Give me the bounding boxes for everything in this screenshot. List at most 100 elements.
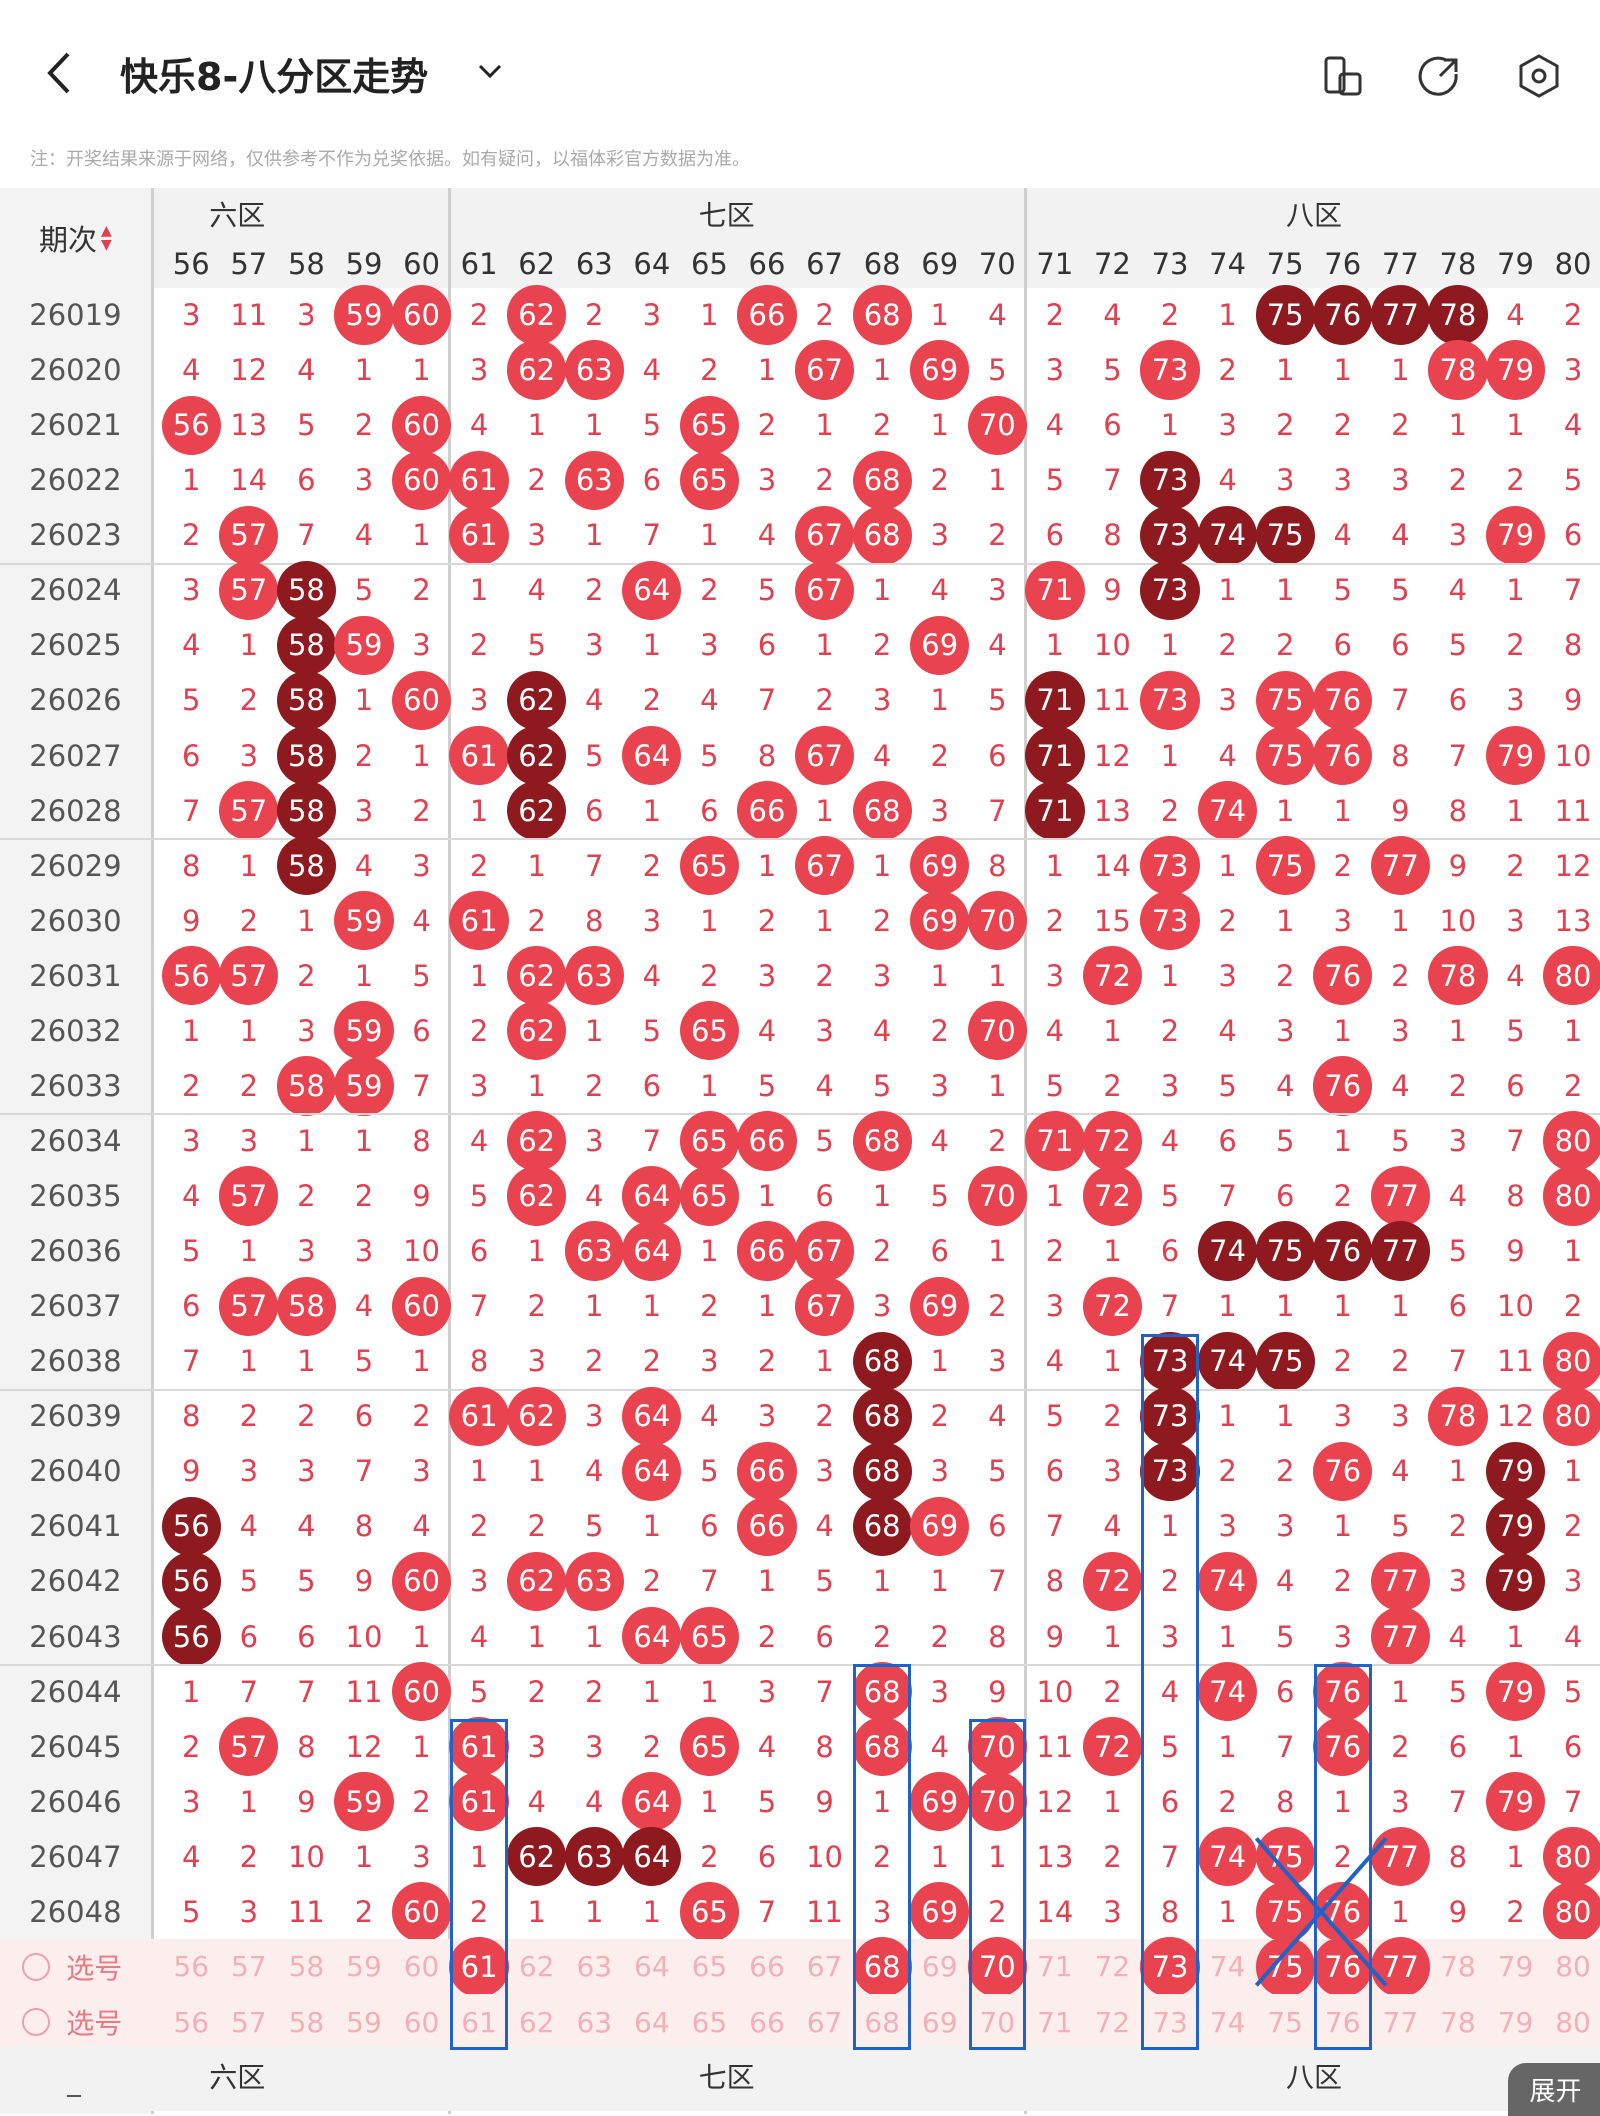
- issue-number: 26037: [29, 1289, 122, 1324]
- pick-number[interactable]: 63: [576, 1950, 613, 1984]
- pick-number[interactable]: 80: [1555, 1950, 1591, 1984]
- column-header-58: 58: [287, 246, 325, 281]
- page-title[interactable]: 快乐8-八分区走势: [120, 55, 429, 99]
- pick-number[interactable]: 80: [1555, 2005, 1591, 2039]
- pick-number[interactable]: 71: [1037, 1950, 1073, 1984]
- selected-number[interactable]: 68: [852, 1937, 912, 1997]
- pick-number[interactable]: 56: [173, 1950, 210, 1984]
- drawn-ball: 64: [622, 1386, 682, 1446]
- drawn-ball: 69: [910, 1882, 970, 1942]
- pick-number[interactable]: 57: [230, 1950, 267, 1984]
- drawn-ball: 65: [679, 1001, 740, 1061]
- omission-value: 6: [815, 1619, 834, 1654]
- pick-number[interactable]: 66: [749, 2005, 785, 2039]
- pick-number[interactable]: 62: [518, 2005, 555, 2039]
- omission-value: 2: [585, 1068, 604, 1103]
- pick-number[interactable]: 79: [1497, 2005, 1534, 2039]
- settings-icon[interactable]: [1515, 52, 1563, 100]
- pick-number[interactable]: 59: [346, 2005, 382, 2039]
- pick-number[interactable]: 57: [230, 2005, 267, 2039]
- drawn-ball: 61: [449, 1717, 509, 1777]
- omission-value: 4: [1103, 1509, 1122, 1544]
- selected-number[interactable]: 75: [1255, 1937, 1315, 1997]
- pick-number[interactable]: 67: [806, 2005, 843, 2039]
- drawn-ball: 76: [1313, 1441, 1373, 1501]
- omission-value: 1: [700, 1234, 719, 1269]
- selected-number[interactable]: 70: [967, 1937, 1027, 1997]
- share-icon[interactable]: [1416, 52, 1464, 100]
- drawn-ball: 76: [1313, 725, 1373, 786]
- screen-orientation-icon[interactable]: [1318, 52, 1366, 100]
- issue-header[interactable]: 期次 ▲ ▼: [0, 188, 151, 288]
- drawn-ball: 79: [1485, 1661, 1546, 1722]
- sort-icon[interactable]: ▲ ▼: [101, 223, 112, 254]
- omission-value: 13: [230, 408, 268, 443]
- pick-number[interactable]: 79: [1497, 1950, 1534, 1984]
- pick-number[interactable]: 61: [461, 2005, 497, 2039]
- pick-number[interactable]: 60: [403, 1950, 440, 1984]
- pick-number[interactable]: 72: [1094, 1950, 1131, 1984]
- omission-value: 1: [182, 1013, 201, 1048]
- repeat-ball: 58: [276, 836, 337, 896]
- drawn-ball: 73: [1140, 836, 1200, 896]
- omission-value: 3: [988, 573, 1007, 608]
- drawn-ball: 74: [1197, 1827, 1258, 1887]
- pick-number[interactable]: 75: [1267, 2005, 1303, 2039]
- pick-number[interactable]: 58: [288, 1950, 325, 1984]
- pick-number[interactable]: 77: [1382, 2005, 1419, 2039]
- pick-number[interactable]: 72: [1094, 2005, 1131, 2039]
- issue-header-label: 期次: [39, 223, 98, 258]
- selected-number[interactable]: 61: [449, 1937, 509, 1997]
- pick-number[interactable]: 71: [1037, 2005, 1073, 2039]
- expand-button[interactable]: 展开: [1508, 2062, 1600, 2116]
- omission-value: 2: [700, 1289, 719, 1324]
- pick-number[interactable]: 74: [1209, 1950, 1246, 1984]
- pick-number[interactable]: 56: [173, 2005, 210, 2039]
- pick-radio[interactable]: [21, 1952, 50, 1981]
- pick-number[interactable]: 69: [921, 2005, 958, 2039]
- drawn-ball: 60: [391, 450, 452, 510]
- pick-radio[interactable]: [21, 2008, 50, 2036]
- omission-value: 7: [182, 1344, 201, 1379]
- pick-number[interactable]: 62: [518, 1950, 555, 1984]
- pick-label[interactable]: 选号: [66, 2007, 123, 2040]
- pick-number[interactable]: 73: [1152, 2005, 1188, 2039]
- omission-value: 3: [1333, 1619, 1352, 1654]
- omission-value: 1: [1045, 628, 1065, 663]
- omission-value: 5: [700, 1454, 719, 1489]
- selected-number[interactable]: 73: [1140, 1937, 1200, 1997]
- omission-value: 10: [345, 1619, 383, 1654]
- omission-value: 13: [1554, 903, 1592, 938]
- pick-number[interactable]: 78: [1440, 1950, 1476, 1984]
- omission-value: 1: [297, 1344, 316, 1379]
- omission-value: 1: [412, 1729, 431, 1764]
- selected-number[interactable]: 77: [1370, 1937, 1430, 1997]
- pick-number[interactable]: 64: [634, 1950, 670, 1984]
- pick-number[interactable]: 78: [1440, 2005, 1476, 2039]
- pick-number[interactable]: 59: [346, 1950, 382, 1984]
- omission-value: 5: [585, 1509, 604, 1544]
- repeat-ball: 62: [507, 725, 567, 786]
- pick-label[interactable]: 选号: [66, 1951, 123, 1985]
- omission-value: 2: [239, 683, 259, 718]
- pick-number[interactable]: 70: [979, 2005, 1016, 2039]
- pick-number[interactable]: 69: [921, 1950, 958, 1984]
- back-arrow-icon[interactable]: [40, 48, 80, 98]
- chevron-down-icon[interactable]: [475, 56, 505, 86]
- row-group-divider: [0, 1113, 1600, 1116]
- pick-number[interactable]: 74: [1209, 2005, 1246, 2039]
- pick-number[interactable]: 60: [403, 2005, 440, 2039]
- pick-number[interactable]: 67: [806, 1950, 843, 1984]
- issue-number: 26026: [29, 683, 122, 718]
- omission-value: 1: [1506, 1839, 1525, 1874]
- pick-number[interactable]: 66: [749, 1950, 785, 1984]
- pick-number[interactable]: 63: [576, 2005, 613, 2039]
- pick-number[interactable]: 76: [1324, 2005, 1361, 2039]
- pick-number[interactable]: 64: [634, 2005, 670, 2039]
- zone-label-7: 七区: [698, 199, 755, 233]
- pick-number[interactable]: 68: [864, 2005, 900, 2039]
- pick-number[interactable]: 65: [691, 2005, 728, 2039]
- drawn-ball: 75: [1255, 1827, 1315, 1887]
- pick-number[interactable]: 58: [288, 2005, 325, 2039]
- pick-number[interactable]: 65: [691, 1950, 728, 1984]
